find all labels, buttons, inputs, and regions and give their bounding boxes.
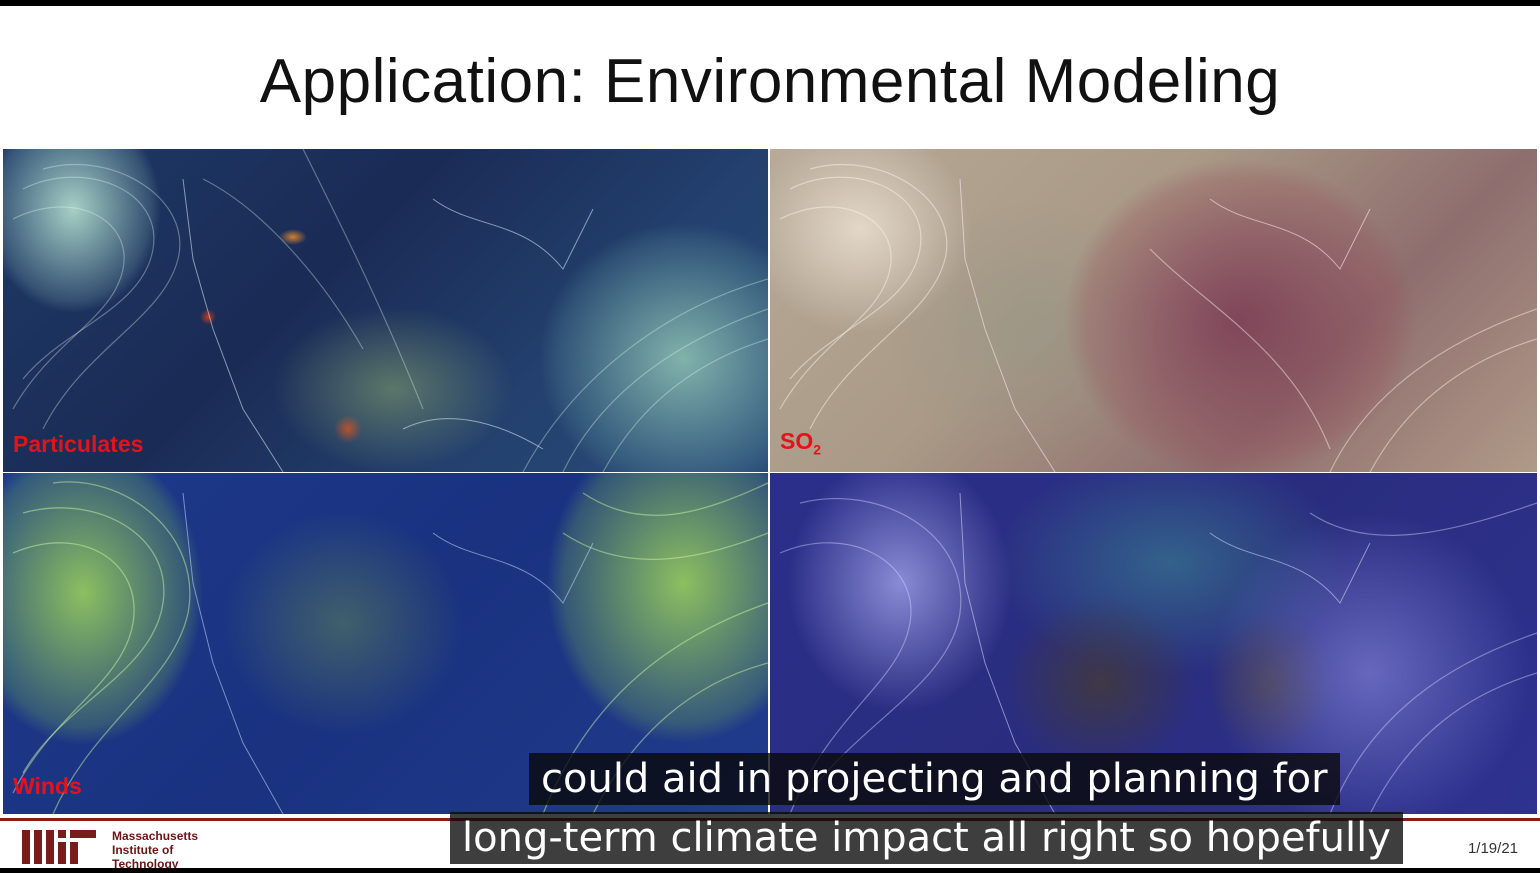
panel-label-particulates: Particulates [13,431,144,457]
so2-label-main: SO [780,428,814,455]
particulates-flow-lines [12,149,768,472]
winds-flow-lines [12,481,768,814]
fourth-flow-lines [779,492,1537,814]
so2-flow-lines [779,164,1537,472]
so2-label-subscript: 2 [813,442,822,458]
mit-name: Massachusetts Institute of Technology [112,829,198,868]
slide: Application: Environmental Modeling Part… [0,6,1540,868]
footer-date: 1/19/21 [1467,840,1518,857]
slide-title: Application: Environmental Modeling [259,47,1281,116]
mit-name-line: Technology [112,857,179,868]
mit-name-line: Massachusetts [112,829,199,843]
panel-label-so2: SO2 [780,428,821,458]
mit-logo-icon [22,830,96,864]
mit-name-line: Institute of [112,843,174,857]
panel-label-winds: Winds [13,773,82,799]
subtitle-line-2: long-term climate impact all right so ho… [450,812,1403,864]
subtitle-line-1: could aid in projecting and planning for [529,753,1340,805]
winds-map-panel: Winds [3,473,768,814]
so2-map-panel: SO2 [770,149,1537,472]
particulates-map-panel: Particulates [3,149,768,472]
